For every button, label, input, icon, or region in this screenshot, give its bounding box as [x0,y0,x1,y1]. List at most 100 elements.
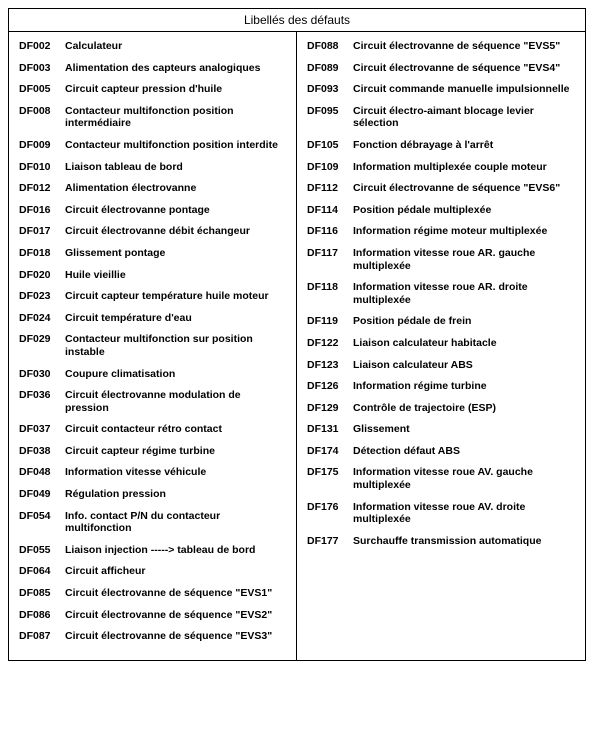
defaut-code: DF122 [307,337,353,350]
defaut-code: DF123 [307,359,353,372]
defaut-label: Circuit électrovanne de séquence "EVS5" [353,40,564,53]
defaut-entry: DF174Détection défaut ABS [307,445,579,458]
defaut-code: DF036 [19,389,65,414]
defaut-entry: DF109Information multiplexée couple mote… [307,161,579,174]
defaut-code: DF002 [19,40,65,53]
defaut-label: Huile vieillie [65,269,130,282]
left-column: DF002CalculateurDF003Alimentation des ca… [9,32,297,660]
defaut-code: DF049 [19,488,65,501]
defaut-code: DF018 [19,247,65,260]
defaut-entry: DF088Circuit électrovanne de séquence "E… [307,40,579,53]
defaut-entry: DF049Régulation pression [19,488,290,501]
defaut-label: Contacteur multifonction position interd… [65,139,282,152]
defaut-label: Alimentation électrovanne [65,182,200,195]
defaut-label: Information multiplexée couple moteur [353,161,551,174]
defaut-label: Glissement pontage [65,247,169,260]
defaut-entry: DF114Position pédale multiplexée [307,204,579,217]
defaut-label: Régulation pression [65,488,170,501]
defaut-code: DF055 [19,544,65,557]
defaut-label: Alimentation des capteurs analogiques [65,62,264,75]
defaut-code: DF087 [19,630,65,643]
defaut-code: DF085 [19,587,65,600]
defaut-code: DF048 [19,466,65,479]
defaut-entry: DF048Information vitesse véhicule [19,466,290,479]
defaut-entry: DF126Information régime turbine [307,380,579,393]
defaut-entry: DF012Alimentation électrovanne [19,182,290,195]
defaut-label: Circuit électrovanne de séquence "EVS4" [353,62,564,75]
defaut-code: DF177 [307,535,353,548]
defaut-entry: DF023Circuit capteur température huile m… [19,290,290,303]
defaut-code: DF174 [307,445,353,458]
defaut-label: Circuit température d'eau [65,312,196,325]
defaut-label: Information vitesse roue AV. gauche mult… [353,466,579,491]
defaut-code: DF129 [307,402,353,415]
defaut-label: Position pédale de frein [353,315,475,328]
defaut-label: Contacteur multifonction sur position in… [65,333,290,358]
defaut-entry: DF008Contacteur multifonction position i… [19,105,290,130]
defaut-label: Circuit électrovanne pontage [65,204,214,217]
defaut-entry: DF131Glissement [307,423,579,436]
defaut-entry: DF003Alimentation des capteurs analogiqu… [19,62,290,75]
defaut-code: DF016 [19,204,65,217]
defaut-entry: DF119Position pédale de frein [307,315,579,328]
defaut-entry: DF118Information vitesse roue AR. droite… [307,281,579,306]
defaut-label: Circuit commande manuelle impulsionnelle [353,83,573,96]
defaut-entry: DF024Circuit température d'eau [19,312,290,325]
defaut-code: DF003 [19,62,65,75]
defaut-entry: DF086Circuit électrovanne de séquence "E… [19,609,290,622]
defaut-entry: DF002Calculateur [19,40,290,53]
defaut-entry: DF176Information vitesse roue AV. droite… [307,501,579,526]
defaut-code: DF117 [307,247,353,272]
defaut-entry: DF038Circuit capteur régime turbine [19,445,290,458]
defaut-code: DF131 [307,423,353,436]
defaut-entry: DF016Circuit électrovanne pontage [19,204,290,217]
defaut-code: DF038 [19,445,65,458]
defaut-label: Circuit électrovanne débit échangeur [65,225,254,238]
defaut-label: Liaison calculateur habitacle [353,337,501,350]
defaut-label: Info. contact P/N du contacteur multifon… [65,510,290,535]
defaut-label: Information régime turbine [353,380,491,393]
defaut-code: DF005 [19,83,65,96]
defaut-entry: DF055Liaison injection -----> tableau de… [19,544,290,557]
defaut-entry: DF175Information vitesse roue AV. gauche… [307,466,579,491]
defaut-code: DF064 [19,565,65,578]
defaut-code: DF116 [307,225,353,238]
defaut-code: DF029 [19,333,65,358]
defaut-code: DF023 [19,290,65,303]
defauts-table: Libellés des défauts DF002CalculateurDF0… [8,8,586,661]
defaut-entry: DF009Contacteur multifonction position i… [19,139,290,152]
defaut-label: Circuit capteur régime turbine [65,445,219,458]
defaut-label: Liaison injection -----> tableau de bord [65,544,259,557]
defaut-code: DF017 [19,225,65,238]
defaut-label: Circuit afficheur [65,565,150,578]
defaut-code: DF086 [19,609,65,622]
defaut-label: Circuit électrovanne de séquence "EVS3" [65,630,276,643]
defaut-label: Circuit électrovanne de séquence "EVS2" [65,609,276,622]
defaut-entry: DF089Circuit électrovanne de séquence "E… [307,62,579,75]
defaut-entry: DF054Info. contact P/N du contacteur mul… [19,510,290,535]
defaut-code: DF024 [19,312,65,325]
defaut-label: Position pédale multiplexée [353,204,495,217]
defaut-code: DF119 [307,315,353,328]
defaut-code: DF126 [307,380,353,393]
defaut-label: Circuit contacteur rétro contact [65,423,226,436]
defaut-code: DF008 [19,105,65,130]
defaut-code: DF010 [19,161,65,174]
defaut-label: Contrôle de trajectoire (ESP) [353,402,500,415]
defaut-label: Circuit électrovanne de séquence "EVS6" [353,182,564,195]
defaut-label: Détection défaut ABS [353,445,464,458]
defaut-code: DF109 [307,161,353,174]
defaut-label: Circuit électrovanne modulation de press… [65,389,290,414]
defaut-label: Information vitesse roue AV. droite mult… [353,501,579,526]
defaut-code: DF020 [19,269,65,282]
defaut-label: Information vitesse roue AR. droite mult… [353,281,579,306]
defaut-code: DF093 [307,83,353,96]
defaut-entry: DF005Circuit capteur pression d'huile [19,83,290,96]
defaut-code: DF012 [19,182,65,195]
defaut-label: Circuit électro-aimant blocage levier sé… [353,105,579,130]
defaut-label: Calculateur [65,40,126,53]
defaut-entry: DF018Glissement pontage [19,247,290,260]
defaut-code: DF176 [307,501,353,526]
defaut-code: DF095 [307,105,353,130]
right-column: DF088Circuit électrovanne de séquence "E… [297,32,585,660]
